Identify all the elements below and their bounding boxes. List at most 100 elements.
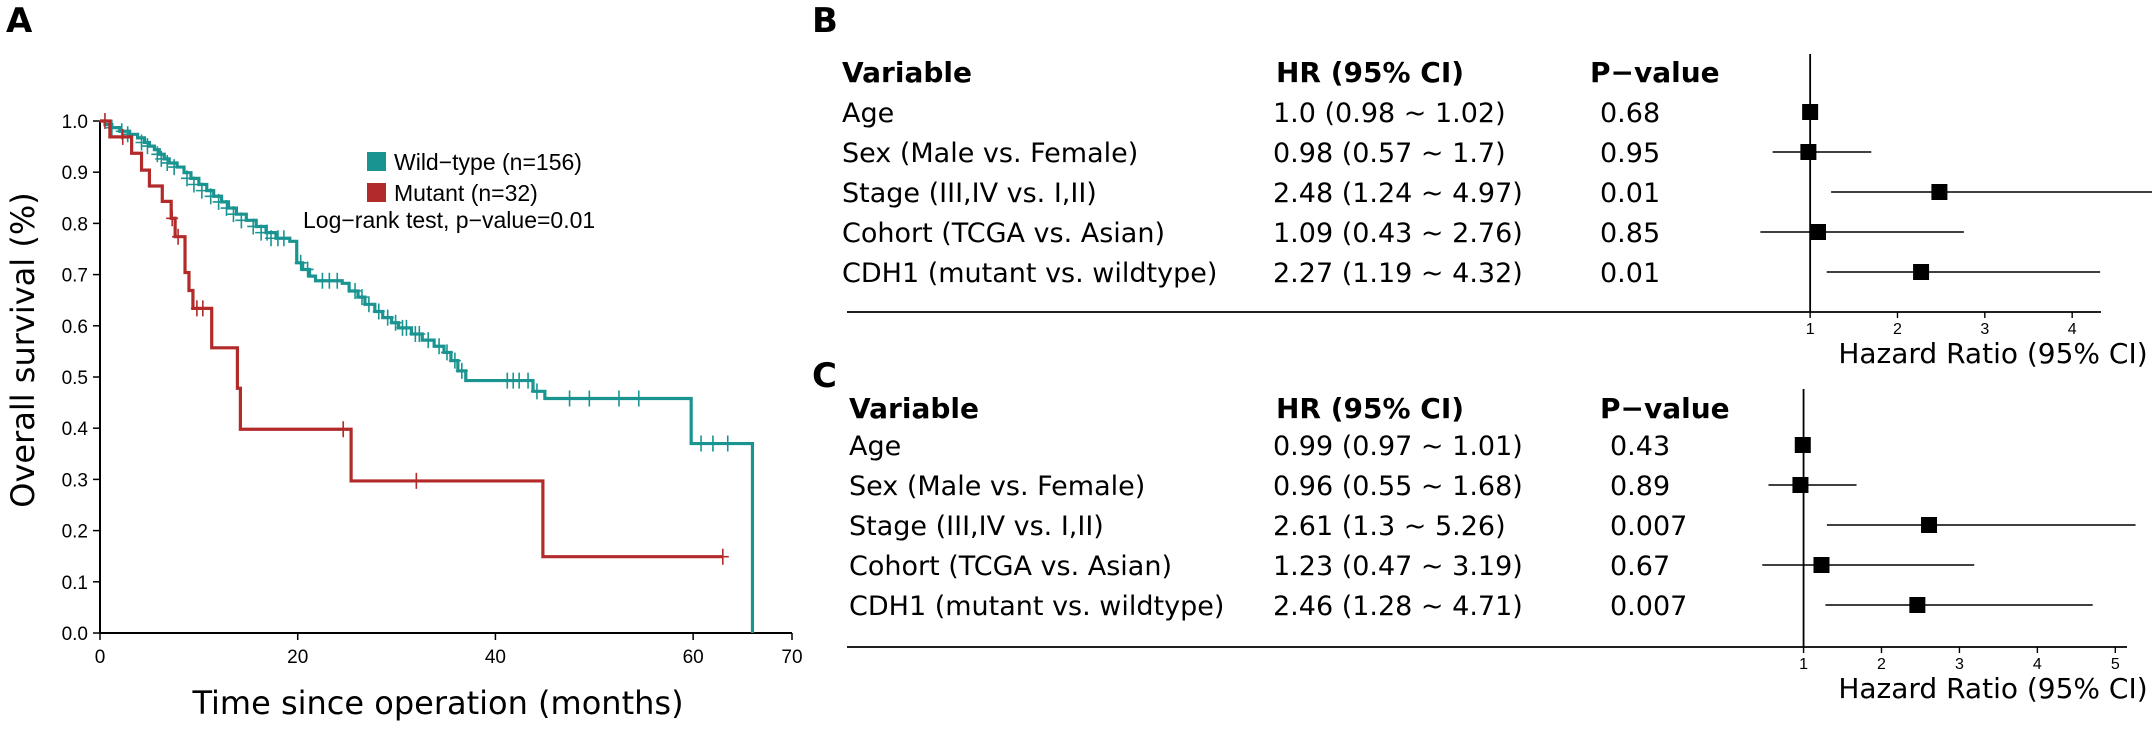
- forest-variable-label: Stage (III,IV vs. I,II): [849, 511, 1104, 542]
- censor-mark-wildtype: [220, 200, 233, 217]
- forest-hr-marker: [1794, 437, 1811, 453]
- censor-mark-wildtype: [522, 372, 535, 389]
- censor-mark-wildtype: [105, 119, 118, 136]
- censor-mark-wildtype: [389, 314, 402, 331]
- forest-hr-marker: [1792, 477, 1809, 493]
- km-x-tick-label: 70: [781, 647, 802, 668]
- censor-mark-wildtype: [301, 261, 314, 278]
- censor-mark-wildtype: [530, 383, 543, 400]
- forest-variable-label: Cohort (TCGA vs. Asian): [849, 551, 1172, 582]
- forest-p-label: 0.007: [1610, 511, 1687, 542]
- forest-x-tick-label: 1: [1799, 656, 1808, 673]
- censor-mark-wildtype: [227, 206, 240, 223]
- km-y-tick-label: 0.9: [62, 163, 88, 184]
- logrank-annotation: Log−rank test, p−value=0.01: [303, 207, 595, 233]
- censor-mark-wildtype: [381, 309, 394, 326]
- forest-hr-marker: [1810, 224, 1827, 240]
- forest-hr-marker: [1800, 144, 1817, 160]
- forest-hr-marker: [1913, 264, 1930, 280]
- panel-letter-c: C: [812, 356, 837, 396]
- censor-mark-wildtype: [695, 435, 708, 452]
- censor-mark-wildtype: [212, 193, 225, 210]
- panel-letter-a: A: [6, 1, 33, 41]
- km-y-tick-label: 0.0: [62, 624, 88, 645]
- forest-hr-label: 0.96 (0.55 ~ 1.68): [1273, 471, 1523, 502]
- km-x-tick-label: 40: [485, 647, 506, 668]
- censor-mark-wildtype: [355, 289, 368, 306]
- forest-p-label: 0.95: [1600, 138, 1660, 169]
- censor-mark-wildtype: [632, 390, 645, 407]
- forest-header-p: P−value: [1590, 56, 1720, 89]
- forest-x-tick-label: 2: [1877, 656, 1886, 673]
- forest-x-tick-label: 3: [1980, 321, 1989, 338]
- forest-p-label: 0.85: [1600, 218, 1660, 249]
- forest-hr-label: 0.98 (0.57 ~ 1.7): [1273, 138, 1506, 169]
- forest-variable-label: CDH1 (mutant vs. wildtype): [842, 258, 1217, 289]
- censor-mark-wildtype: [372, 303, 385, 320]
- forest-hr-label: 1.0 (0.98 ~ 1.02): [1273, 98, 1506, 129]
- forest-x-tick-label: 2: [1893, 321, 1902, 338]
- legend-swatch-wildtype: [367, 152, 386, 171]
- censor-mark-wildtype: [583, 390, 596, 407]
- km-plot: 0.0 0.1 0.2 0.3 0.4 0.5 0.6 0.7 0.8 0.9 1.0 0 20 40 6…: [4, 112, 803, 722]
- forest-hr-label: 1.09 (0.43 ~ 2.76): [1273, 218, 1523, 249]
- censor-mark-wildtype: [277, 230, 290, 247]
- forest-variable-label: Stage (III,IV vs. I,II): [842, 178, 1097, 209]
- censor-mark-wildtype: [161, 154, 174, 171]
- forest-x-tick-label: 1: [1806, 321, 1815, 338]
- forest-hr-label: 0.99 (0.97 ~ 1.01): [1273, 431, 1523, 462]
- censor-mark-mutant: [337, 421, 350, 438]
- legend-swatch-mutant: [367, 183, 386, 202]
- censor-mark-wildtype: [455, 362, 468, 379]
- forest-hr-label: 1.23 (0.47 ~ 3.19): [1273, 551, 1523, 582]
- km-y-tick-label: 0.3: [62, 470, 88, 491]
- forest-hr-marker: [1931, 184, 1948, 200]
- km-y-tick-label: 1.0: [62, 112, 88, 133]
- km-x-tick-label: 0: [95, 647, 106, 668]
- censor-mark-wildtype: [168, 159, 181, 176]
- censor-mark-wildtype: [440, 344, 453, 361]
- censor-mark-wildtype: [362, 296, 375, 313]
- forest-p-label: 0.01: [1600, 258, 1660, 289]
- km-y-tick-label: 0.7: [62, 266, 88, 287]
- km-y-tick-label: 0.1: [62, 573, 88, 594]
- forest-p-label: 0.67: [1610, 551, 1670, 582]
- forest-hr-label: 2.27 (1.19 ~ 4.32): [1273, 258, 1523, 289]
- forest-header-hr: HR (95% CI): [1276, 392, 1464, 425]
- km-y-axis: 0.0 0.1 0.2 0.3 0.4 0.5 0.6 0.7 0.8 0.9 1.0: [62, 112, 100, 645]
- forest-header-variable: Variable: [849, 392, 979, 425]
- censor-mark-wildtype: [448, 352, 461, 369]
- forest-p-label: 0.68: [1600, 98, 1660, 129]
- legend-label-mutant: Mutant (n=32): [394, 180, 538, 206]
- forest-hr-label: 2.46 (1.28 ~ 4.71): [1273, 591, 1523, 622]
- km-x-tick-label: 60: [683, 647, 704, 668]
- forest-hr-label: 2.61 (1.3 ~ 5.26): [1273, 511, 1506, 542]
- forest-variable-label: Age: [842, 98, 894, 129]
- forest-p-label: 0.89: [1610, 471, 1670, 502]
- censor-mark-wildtype: [721, 435, 734, 452]
- km-x-axis-title: Time since operation (months): [191, 684, 683, 722]
- forest-variable-label: Sex (Male vs. Female): [849, 471, 1145, 502]
- censor-mark-wildtype: [413, 325, 426, 342]
- censor-mark-wildtype: [204, 188, 217, 205]
- censor-mark-wildtype: [155, 150, 168, 167]
- censor-mark-mutant: [196, 300, 209, 317]
- forest-p-label: 0.007: [1610, 591, 1687, 622]
- forest-x-axis-title: Hazard Ratio (95% CI): [1838, 672, 2147, 705]
- forest-hr-marker: [1921, 517, 1938, 533]
- km-legend: Wild−type (n=156) Mutant (n=32) Log−rank…: [303, 149, 595, 233]
- censor-mark-wildtype: [135, 134, 148, 151]
- forest-hr-label: 2.48 (1.24 ~ 4.97): [1273, 178, 1523, 209]
- censor-mark-wildtype: [195, 182, 208, 199]
- censor-mark-wildtype: [294, 254, 307, 271]
- forest-variable-label: Age: [849, 431, 901, 462]
- km-y-tick-label: 0.8: [62, 214, 88, 235]
- km-y-axis-title: Overall survival (%): [4, 192, 42, 507]
- legend-label-wildtype: Wild−type (n=156): [394, 149, 582, 175]
- km-x-axis: 0 20 40 60 70: [95, 633, 803, 668]
- forest-x-tick-label: 5: [2111, 656, 2120, 673]
- km-x-tick-label: 20: [287, 647, 308, 668]
- censor-mark-wildtype: [349, 282, 362, 299]
- forest-plot-b: Variable HR (95% CI) P−value Age 1.0 (0.98 ~…: [842, 54, 2152, 370]
- censor-mark-wildtype: [247, 218, 260, 235]
